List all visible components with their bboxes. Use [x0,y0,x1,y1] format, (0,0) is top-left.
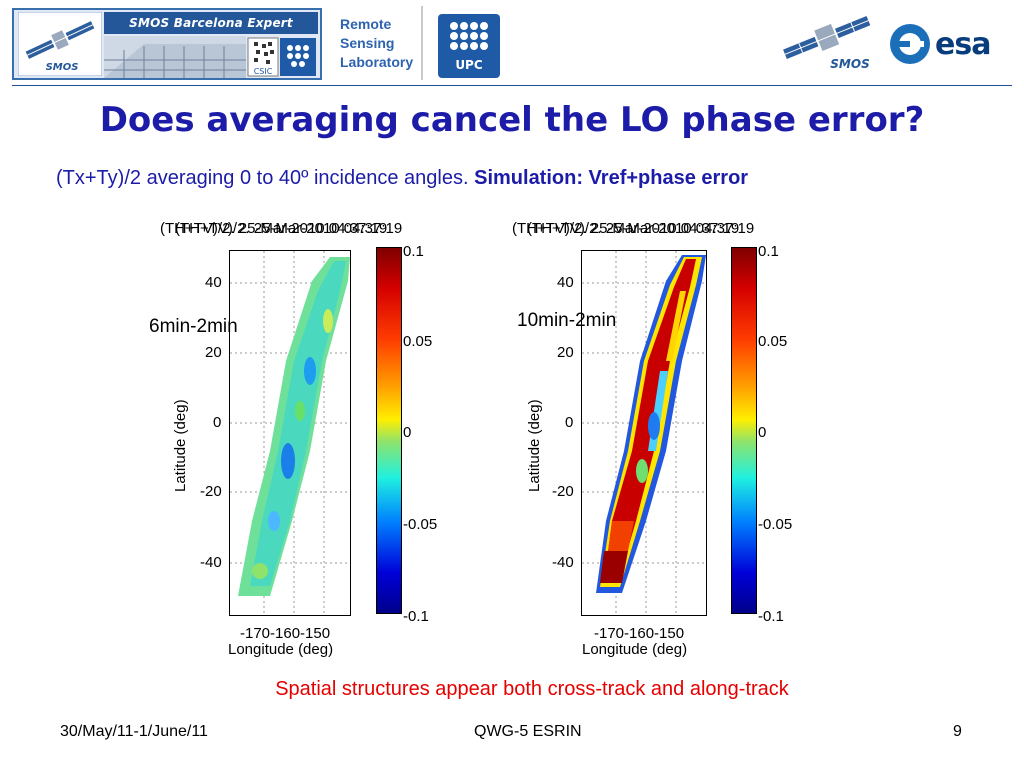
right-xlabel: Longitude (deg) [582,641,688,658]
right-cbar-tick-neg0-1: -0.1 [758,608,784,625]
right-swath-map [582,251,706,615]
smos-logo-text: SMOS [46,62,79,73]
esa-logo-text: esa [935,27,991,62]
left-ytick-20: 20 [205,344,222,361]
left-plot-title-b: (TH+TV)/2. 25-Mar-2010 04:37:19 [175,220,403,237]
remote-sensing-lab-label: Remote Sensing Laboratory [340,15,430,72]
right-ytick-20: 20 [557,344,574,361]
right-plot-title-a: (TH+TV)/2. 25-Mar-2010 04:37:19 [512,220,740,237]
right-ytick-40: 40 [557,274,574,291]
subtitle-plain: (Tx+Ty)/2 averaging 0 to 40º incidence a… [56,167,469,189]
smos-logo-text-right: SMOS [830,57,869,71]
left-annotation: 6min-2min [149,316,238,337]
right-swath-plot [581,250,707,616]
left-ylabel: Latitude (deg) [172,399,189,492]
left-ytick-0: 0 [213,414,222,431]
left-plot-title-a: (TH+TV)/2. 25-Mar-2010 04:37:19 [160,220,388,237]
left-ytick-neg20: -20 [200,483,222,500]
left-swath-map [230,251,350,615]
right-cbar-tick-0: 0 [758,424,767,441]
smos-satellite-logo: SMOS [18,12,102,76]
right-plot-title-b: (TH+TV)/2. 25-Mar-2010 04:37:19 [527,220,755,237]
right-plot-title: (TH+TV)/2. 25-Mar-2010 04:37:19 (TH+TV)/… [512,220,754,237]
left-ytick-40: 40 [205,274,222,291]
csic-logo-text: CSIC [254,67,273,76]
left-swath-plot [229,250,351,616]
slide-caption: Spatial structures appear both cross-tra… [275,678,789,700]
building-photo-strip: CSIC [104,36,316,78]
left-cbar-tick-neg0-05: -0.05 [403,516,438,533]
header-divider [421,6,423,80]
right-cbar-tick-neg0-05: -0.05 [758,516,793,533]
left-plot-title: (TH+TV)/2. 25-Mar-2010 04:37:19 (TH+TV)/… [160,220,402,237]
right-cbar-tick-0-1: 0.1 [758,243,779,260]
left-colorbar [376,247,402,614]
right-ytick-neg40: -40 [552,554,574,571]
right-xticks: -170-160-150 [594,625,685,642]
left-cbar-tick-0-05: 0.05 [403,333,433,350]
left-cbar-tick-0-1: 0.1 [403,243,424,260]
left-xticks: -170-160-150 [240,625,331,642]
smos-satellite-logo-right: SMOS [783,15,871,71]
lab-line-2: Sensing [340,35,395,51]
smos-bec-banner: SMOS Barcelona Expert Centre [104,12,318,52]
lab-line-1: Remote [340,16,392,32]
subtitle-bold: Simulation: Vref+phase error [474,167,749,189]
esa-emblem-icon [890,24,930,64]
left-ytick-neg40: -40 [200,554,222,571]
slide-subtitle: (Tx+Ty)/2 averaging 0 to 40º incidence a… [56,167,1016,190]
right-cbar-tick-0-05: 0.05 [758,333,788,350]
slide-title: Does averaging cancel the LO phase error… [99,100,925,140]
right-colorbar [731,247,757,614]
lab-line-3: Laboratory [340,54,414,70]
right-ylabel: Latitude (deg) [526,399,543,492]
footer-page-number: 9 [953,723,962,740]
right-ytick-neg20: -20 [552,483,574,500]
left-xlabel: Longitude (deg) [228,641,334,658]
left-cbar-tick-0: 0 [403,424,412,441]
footer-date: 30/May/11-1/June/11 [60,723,208,740]
upc-logo-text: UPC [455,58,483,72]
right-annotation: 10min-2min [517,310,617,331]
header-rule [12,85,1012,86]
footer-event: QWG-5 ESRIN [474,723,582,740]
right-ytick-0: 0 [565,414,574,431]
upc-logo: UPC [438,14,500,78]
left-cbar-tick-neg0-1: -0.1 [403,608,429,625]
